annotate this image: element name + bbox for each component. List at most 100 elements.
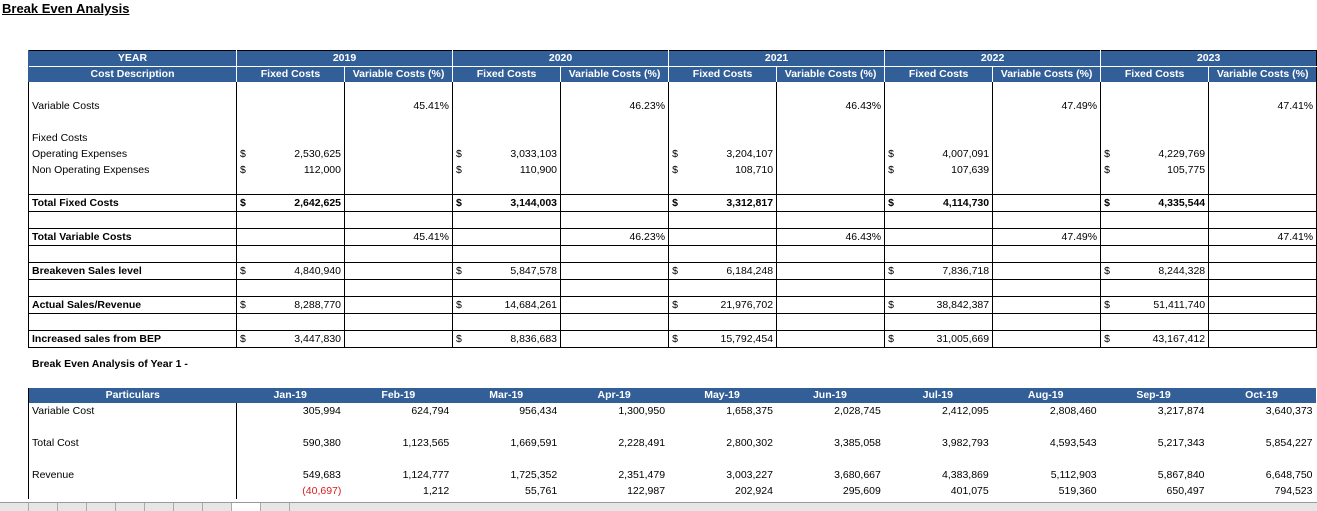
variable-costs-header: Variable Costs (%): [560, 66, 669, 82]
month-header: Jun-19: [775, 388, 884, 403]
cell-value: 6,648,750: [1265, 469, 1313, 481]
row-label: Increased sales from BEP: [28, 330, 237, 348]
cell-value: 2,351,479: [618, 469, 666, 481]
sheet-tab[interactable]: [203, 503, 232, 511]
row-label: Variable Cost: [28, 403, 237, 419]
month-header: Jul-19: [883, 388, 992, 403]
variable-costs-header: Variable Costs (%): [1208, 66, 1317, 82]
cell-value: 549,683: [302, 469, 341, 481]
cell-value: 2,800,302: [726, 437, 773, 449]
cell-value: 1,123,565: [402, 437, 450, 449]
currency: $: [884, 162, 905, 178]
fixed-costs-header: Fixed Costs: [452, 66, 561, 82]
cell-value: 4,383,869: [942, 469, 989, 481]
sheet-tab[interactable]: [145, 503, 174, 511]
cell-value: 2,808,460: [1049, 405, 1097, 417]
cell-value: 3,003,227: [726, 469, 773, 481]
total-cost-row: Total Cost 590,380 1,123,565 1,669,591 2…: [28, 435, 1316, 451]
cell-value: 2,530,625: [294, 148, 341, 160]
currency: $: [452, 146, 473, 162]
cell-value: 4,335,544: [1120, 194, 1209, 212]
year-label: YEAR: [28, 50, 237, 67]
month-header: Oct-19: [1207, 388, 1316, 403]
cell-value: 590,380: [302, 437, 341, 449]
cell-value: 15,792,454: [688, 330, 777, 348]
row-label: Fixed Costs: [28, 130, 237, 146]
variable-costs-header: Variable Costs (%): [776, 66, 885, 82]
fixed-costs-section-row: Fixed Costs: [28, 130, 1317, 146]
fixed-costs-header: Fixed Costs: [1100, 66, 1209, 82]
currency: $: [452, 194, 473, 212]
year-2020: 2020: [452, 50, 669, 67]
row-label: Total Fixed Costs: [28, 194, 237, 212]
year-2023: 2023: [1100, 50, 1317, 67]
cell-value: 3,982,793: [942, 437, 989, 449]
currency: $: [452, 162, 473, 178]
currency: $: [1100, 262, 1121, 280]
month-header: Mar-19: [452, 388, 561, 403]
cell-value: 46.43%: [776, 228, 885, 246]
total-fixed-costs-row: Total Fixed Costs $2,642,625 $3,144,003 …: [28, 194, 1317, 212]
sheet-tab[interactable]: [87, 503, 116, 511]
particulars-label: Particulars: [28, 388, 237, 403]
currency: $: [884, 330, 905, 348]
sheet-tab[interactable]: [174, 503, 203, 511]
non-operating-expenses-row: Non Operating Expenses $112,000 $110,900…: [28, 162, 1317, 178]
cell-value: 1,725,352: [510, 469, 558, 481]
cell-value: 1,300,950: [618, 405, 666, 417]
sheet-tab[interactable]: [29, 503, 58, 511]
cell-value: 7,836,718: [904, 262, 993, 280]
cell-value: 305,994: [302, 405, 341, 417]
row-label: Actual Sales/Revenue: [28, 296, 237, 314]
currency: $: [1100, 296, 1121, 314]
currency: $: [236, 262, 257, 280]
sheet-tab[interactable]: [0, 503, 29, 511]
cell-value: 3,312,817: [688, 194, 777, 212]
cell-value: 108,710: [735, 164, 774, 176]
cell-value: 5,112,903: [1050, 469, 1097, 481]
monthly-break-even-table: Particulars Jan-19 Feb-19 Mar-19 Apr-19 …: [28, 388, 1316, 499]
currency: $: [668, 296, 689, 314]
sheet-tab[interactable]: [261, 503, 290, 511]
break-even-table: YEAR 2019 2020 2021 2022 2023 Cost Descr…: [28, 50, 1317, 348]
operating-expenses-row: Operating Expenses $2,530,625 $3,033,103…: [28, 146, 1317, 162]
cell-value: 4,114,730: [904, 194, 993, 212]
cell-value: 31,005,669: [904, 330, 993, 348]
cell-value: 2,642,625: [256, 194, 345, 212]
cell-value: 47.49%: [992, 98, 1101, 114]
currency: $: [668, 146, 689, 162]
variable-cost-row: Variable Cost 305,994 624,794 956,434 1,…: [28, 403, 1316, 419]
cell-value: 2,412,095: [942, 405, 989, 417]
currency: $: [1100, 162, 1121, 178]
fixed-costs-header: Fixed Costs: [236, 66, 345, 82]
cell-value: 3,640,373: [1265, 405, 1313, 417]
cell-value: 401,075: [950, 485, 989, 497]
cell-value: 122,987: [627, 485, 666, 497]
currency: $: [236, 330, 257, 348]
cell-value: 46.23%: [560, 228, 669, 246]
cell-value: 295,609: [842, 485, 881, 497]
year-header-row: YEAR 2019 2020 2021 2022 2023: [28, 50, 1317, 67]
cell-value: 3,447,830: [256, 330, 345, 348]
row-label: Breakeven Sales level: [28, 262, 237, 280]
cell-value: 107,639: [951, 164, 990, 176]
cell-value: 2,228,491: [618, 437, 666, 449]
year1-subtitle: Break Even Analysis of Year 1 -: [32, 358, 188, 370]
sheet-tab-active[interactable]: [232, 503, 261, 511]
cell-value: 956,434: [519, 405, 558, 417]
currency: $: [236, 194, 257, 212]
row-label: Non Operating Expenses: [28, 162, 237, 178]
revenue-row: Revenue 549,683 1,124,777 1,725,352 2,35…: [28, 467, 1316, 483]
breakeven-sales-row: Breakeven Sales level $4,840,940 $5,847,…: [28, 262, 1317, 280]
year-2021: 2021: [668, 50, 885, 67]
cell-value: 5,847,578: [472, 262, 561, 280]
cell-value: 650,497: [1166, 485, 1205, 497]
currency: $: [236, 146, 257, 162]
cell-value: 105,775: [1167, 164, 1206, 176]
sheet-tab[interactable]: [58, 503, 87, 511]
row-label: Total Variable Costs: [28, 228, 237, 246]
variable-costs-header: Variable Costs (%): [343, 66, 453, 82]
cell-value: 624,794: [411, 405, 450, 417]
sheet-tab[interactable]: [116, 503, 145, 511]
cell-value: 4,007,091: [942, 148, 990, 160]
